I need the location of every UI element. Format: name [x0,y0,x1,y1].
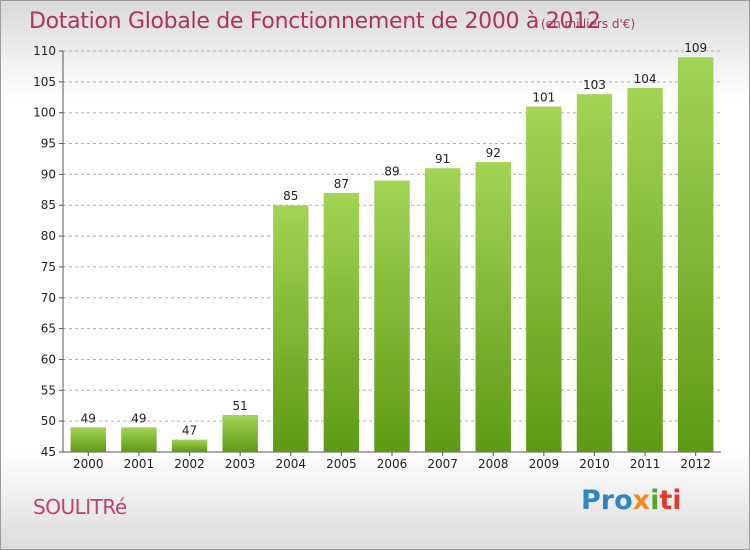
y-tick-label: 85 [41,198,56,212]
x-tick-label: 2011 [630,457,661,471]
commune-name: SOULITRé [33,495,127,519]
bar-2011 [627,88,663,452]
y-tick-label: 60 [41,352,56,366]
logo-part-1: Pro [581,485,633,516]
x-tick-label: 2010 [579,457,610,471]
bar-2000 [70,427,107,452]
bar-value-label: 49 [81,411,96,425]
x-tick-label: 2009 [529,457,560,471]
bar-value-label: 104 [634,72,657,86]
bar-2009 [526,106,562,453]
logo-part-2: x [632,485,651,516]
bars: 49 49 47 51 85 87 89 91 92 101 103 104 109 [70,41,714,453]
logo-part-4: ti [659,485,682,516]
y-tick-label: 75 [41,260,56,274]
x-tick-label: 2000 [73,457,104,471]
x-tick-label: 2006 [377,457,408,471]
x-tick-label: 2005 [326,457,357,471]
bar-2007 [424,168,461,452]
bar-2010 [576,94,613,452]
bar-value-label: 91 [435,152,450,166]
bar-value-label: 87 [334,177,349,191]
y-tick-label: 100 [33,106,56,120]
bar-value-label: 85 [283,189,298,203]
proxiti-logo: Proxiti [581,485,682,516]
bar-2003 [222,414,258,452]
x-tick-label: 2001 [124,457,155,471]
y-tick-label: 90 [41,167,56,181]
bar-2002 [171,439,208,452]
axes: 45 50 55 60 65 70 75 80 85 90 95 100 105 110 2000 2001 2… [33,44,721,471]
y-tick-label: 110 [33,44,56,58]
bar-2005 [323,192,360,452]
bar-value-label: 101 [532,91,555,105]
x-tick-label: 2007 [427,457,458,471]
logo-part-3: i [650,485,660,516]
bar-value-label: 89 [384,165,399,179]
bar-value-label: 51 [233,399,248,413]
bar-2001 [121,427,157,452]
y-tick-label: 50 [41,414,56,428]
bar-value-label: 47 [182,424,197,438]
bar-value-label: 103 [583,78,606,92]
bar-2006 [374,180,410,453]
bar-2012 [677,57,714,453]
x-tick-label: 2003 [225,457,256,471]
y-tick-label: 80 [41,229,56,243]
bar-2004 [273,205,309,452]
y-tick-label: 45 [41,445,56,459]
y-tick-label: 105 [33,75,56,89]
bar-value-label: 109 [684,41,707,55]
chart-unit: (en milliers d'€) [541,17,636,31]
y-tick-label: 70 [41,291,56,305]
x-tick-label: 2008 [478,457,509,471]
bar-value-label: 92 [486,146,501,160]
x-tick-label: 2012 [680,457,711,471]
chart-title: Dotation Globale de Fonctionnement de 20… [29,9,601,34]
x-tick-label: 2004 [275,457,306,471]
x-tick-label: 2002 [174,457,205,471]
y-tick-label: 65 [41,322,56,336]
bar-2008 [475,162,511,453]
y-tick-label: 55 [41,383,56,397]
bar-value-label: 49 [131,411,146,425]
y-tick-label: 95 [41,137,56,151]
